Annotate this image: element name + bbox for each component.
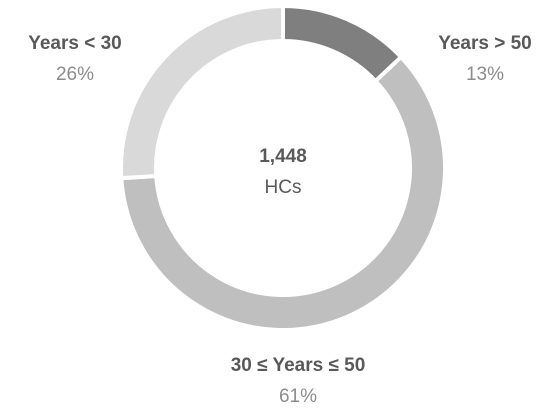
slice-label: Years > 50: [438, 33, 532, 54]
donut-slice: [119, 54, 447, 332]
donut-slice: [119, 3, 285, 181]
slice-value: 61%: [279, 386, 317, 407]
center-value: 1,448: [259, 146, 307, 167]
slice-label: 30 ≤ Years ≤ 50: [231, 355, 366, 376]
center-label: HCs: [265, 177, 302, 198]
slice-value: 13%: [466, 64, 504, 85]
slice-label: Years < 30: [28, 33, 122, 54]
slice-value: 26%: [56, 64, 94, 85]
donut-slice: [281, 3, 404, 84]
